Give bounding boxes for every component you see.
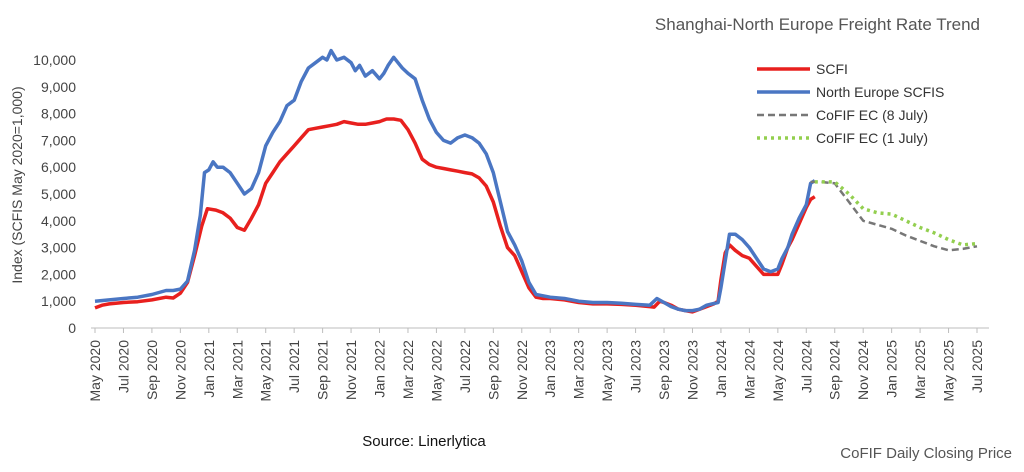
- x-tick-label: Jan 2023: [542, 340, 558, 398]
- x-tick-label: Nov 2022: [514, 340, 530, 400]
- y-tick-label: 5,000: [41, 186, 76, 202]
- x-tick-label: May 2020: [87, 340, 103, 402]
- y-tick-label: 2,000: [41, 266, 76, 282]
- x-tick-label: Jul 2020: [115, 340, 131, 393]
- x-tick-label: May 2025: [941, 340, 957, 402]
- x-tick-label: Jul 2024: [798, 340, 814, 393]
- x-tick-label: Jul 2022: [457, 340, 473, 393]
- x-tick-label: Nov 2020: [172, 340, 188, 400]
- y-tick-label: 10,000: [33, 52, 76, 68]
- series-line-3: [810, 180, 978, 252]
- x-tick-label: May 2023: [599, 340, 615, 402]
- x-tick-label: Jul 2021: [286, 340, 302, 393]
- y-tick-label: 0: [68, 320, 76, 336]
- x-tick-label: Mar 2021: [229, 340, 245, 399]
- x-tick-label: Mar 2025: [912, 340, 928, 399]
- x-tick-label: Jan 2022: [372, 340, 388, 398]
- series-line-1: [94, 117, 816, 314]
- x-tick-label: May 2022: [428, 340, 444, 402]
- y-axis-label: Index (SCFIS May 2020=1,000): [9, 86, 25, 283]
- series-line-2: [94, 48, 816, 313]
- plot-area: 0 1,000 2,000 3,000 4,000 5,000 6,000 7,000 8,00…: [33, 52, 989, 401]
- x-tick-label: Jan 2021: [201, 340, 217, 398]
- x-tick-label: Mar 2023: [571, 340, 587, 399]
- y-tick-label: 9,000: [41, 79, 76, 95]
- source-note: Source: Linerlytica: [362, 433, 486, 450]
- x-tick-label: Jan 2025: [884, 340, 900, 398]
- legend: SCFI North Europe SCFIS CoFIF EC (8 July) C…: [757, 61, 944, 146]
- x-tick-label: Jul 2023: [628, 340, 644, 393]
- x-tick-label: Mar 2022: [400, 340, 416, 399]
- x-tick-label: Sep 2023: [656, 340, 672, 400]
- series-line-4: [814, 180, 978, 247]
- y-tick-label: 7,000: [41, 132, 76, 148]
- footer-note: CoFIF Daily Closing Price: [840, 445, 1012, 462]
- series-lines: [94, 48, 978, 314]
- legend-label-2: North Europe SCFIS: [816, 84, 944, 100]
- x-tick-label: Nov 2023: [684, 340, 700, 400]
- y-tick-label: 3,000: [41, 240, 76, 256]
- x-tick-label: Jan 2024: [713, 340, 729, 398]
- y-tick-label: 8,000: [41, 106, 76, 122]
- legend-label-1: SCFI: [816, 61, 848, 77]
- y-tick-label: 4,000: [41, 213, 76, 229]
- x-tick-label: Mar 2024: [741, 340, 757, 399]
- x-tick-label: Sep 2020: [144, 340, 160, 400]
- legend-label-3: CoFIF EC (8 July): [816, 107, 928, 123]
- x-tick-label: Sep 2021: [315, 340, 331, 400]
- x-tick-label: Nov 2024: [855, 340, 871, 400]
- legend-label-4: CoFIF EC (1 July): [816, 130, 928, 146]
- x-tick-label: May 2024: [770, 340, 786, 402]
- x-tick-label: Nov 2021: [343, 340, 359, 400]
- y-tick-label: 1,000: [41, 293, 76, 309]
- x-tick-label: Sep 2022: [485, 340, 501, 400]
- x-tick-label: Sep 2024: [827, 340, 843, 400]
- y-tick-label: 6,000: [41, 159, 76, 175]
- x-tick-label: Jul 2025: [969, 340, 985, 393]
- x-tick-label: May 2021: [258, 340, 274, 402]
- chart-title: Shanghai-North Europe Freight Rate Trend: [655, 15, 980, 34]
